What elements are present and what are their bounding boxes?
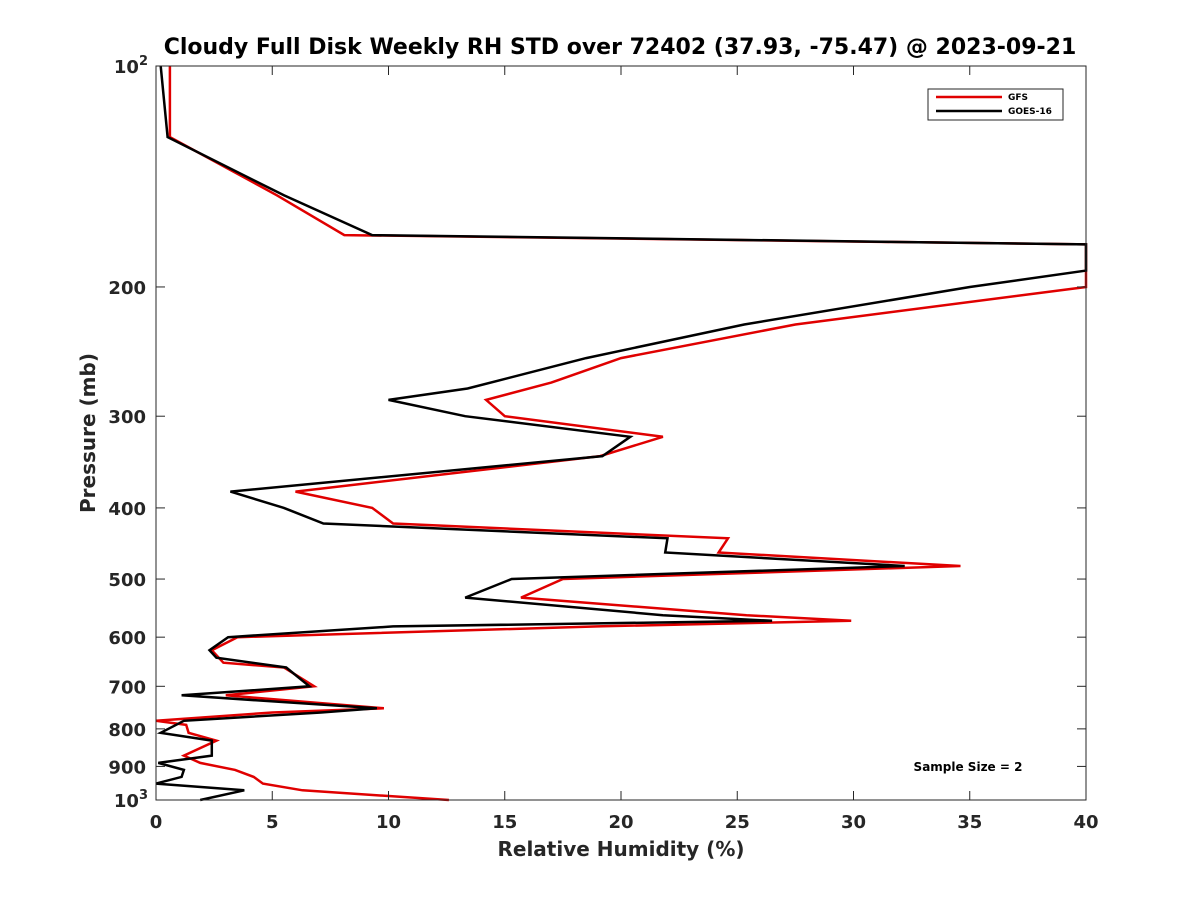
legend-label: GOES-16 [1008,107,1052,117]
sample-size-annotation: Sample Size = 2 [914,760,1023,774]
y-tick-label: 800 [108,720,146,741]
y-tick-label: 500 [108,570,146,591]
series-line-gfs [155,66,1088,802]
y-tick-label: 103 [114,788,148,812]
series-layer [155,65,1088,802]
y-tick-label: 400 [108,499,146,520]
x-tick-label: 20 [608,812,633,833]
legend: GFS GOES-16 [927,88,1064,121]
series-line-goes-16 [155,65,1088,802]
x-axis-label: Relative Humidity (%) [497,837,744,861]
x-tick-label: 5 [266,812,279,833]
legend-box [927,88,1064,121]
x-tick-label: 0 [150,812,163,833]
y-tick-label: 200 [108,278,146,299]
x-tick-label: 25 [725,812,750,833]
x-axis: 0 5 10 15 20 25 30 35 40 [150,66,1099,833]
y-tick-label: 700 [108,677,146,698]
y-tick-label: 600 [108,628,146,649]
legend-label: GFS [1008,93,1028,103]
y-tick-label: 900 [108,757,146,778]
x-tick-label: 30 [841,812,866,833]
x-tick-label: 10 [376,812,401,833]
x-tick-label: 40 [1073,812,1098,833]
y-tick-label: 300 [108,407,146,428]
x-tick-label: 35 [957,812,982,833]
chart-title: Cloudy Full Disk Weekly RH STD over 7240… [164,35,1077,60]
y-tick-label: 102 [114,54,148,78]
y-axis: 102 200 300 400 500 600 700 800 900 103 [108,54,1086,812]
y-axis-label: Pressure (mb) [76,353,100,513]
x-tick-label: 15 [492,812,517,833]
